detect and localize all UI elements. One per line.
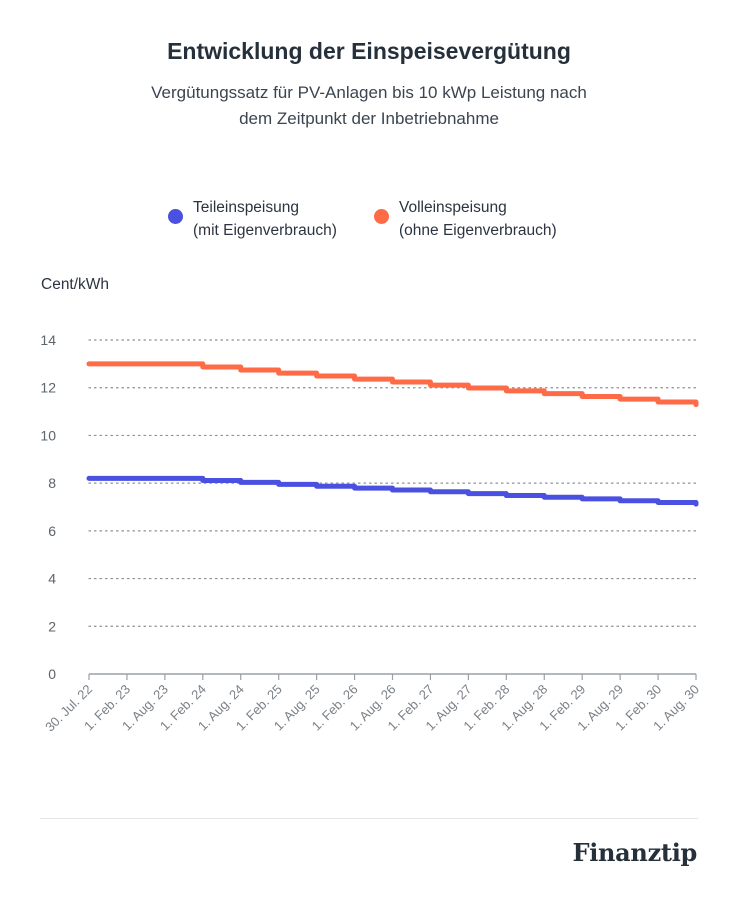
data-point (352, 485, 357, 491)
data-point (693, 501, 699, 507)
legend-label-line-1: Volleinspeisung (399, 199, 507, 216)
data-point (693, 402, 699, 407)
data-point (162, 361, 168, 367)
data-point (124, 361, 130, 367)
data-point (238, 480, 243, 485)
legend-item-teileinspeisung: Teileinspeisung (mit Eigenverbrauch) (168, 196, 337, 242)
data-point (579, 394, 585, 399)
data-point (238, 367, 243, 373)
data-point (314, 484, 319, 489)
footer-divider (40, 818, 698, 819)
data-point (655, 399, 661, 405)
data-point (162, 476, 168, 481)
chart-subtitle: Vergütungssatz für PV-Anlagen bis 10 kWp… (100, 80, 638, 132)
data-point (504, 493, 509, 498)
data-point (466, 385, 471, 391)
legend-label-line-2: (ohne Eigenverbrauch) (399, 222, 557, 239)
subtitle-line-2: dem Zeitpunkt der Inbetriebnahme (239, 109, 499, 128)
data-point (542, 391, 547, 396)
data-point (352, 376, 357, 382)
data-point (542, 495, 547, 500)
data-point (466, 491, 471, 496)
data-point (86, 361, 92, 367)
data-point (617, 396, 623, 402)
legend-item-volleinspeisung: Volleinspeisung (ohne Eigenverbrauch) (374, 196, 557, 242)
y-tick-label: 2 (48, 618, 56, 634)
y-tick-label: 0 (48, 666, 56, 682)
legend-label-line-2: (mit Eigenverbrauch) (193, 222, 337, 239)
data-point (276, 370, 281, 376)
legend-label: Volleinspeisung (ohne Eigenverbrauch) (399, 196, 557, 242)
y-tick-label: 12 (40, 380, 56, 396)
data-point (276, 482, 281, 487)
legend-dot-orange (374, 209, 389, 224)
data-point (314, 373, 319, 379)
data-point (579, 496, 585, 502)
data-point (617, 498, 623, 503)
data-point (124, 476, 130, 481)
data-point (390, 379, 395, 385)
series-line-volleinspeisung (86, 361, 699, 408)
data-point (200, 478, 206, 483)
y-tick-label: 10 (40, 427, 56, 443)
data-point (655, 500, 661, 505)
legend-label-line-1: Teileinspeisung (193, 199, 299, 216)
data-point (390, 487, 395, 493)
y-tick-label: 8 (48, 475, 56, 491)
subtitle-line-1: Vergütungssatz für PV-Anlagen bis 10 kWp… (151, 83, 587, 102)
y-tick-label: 6 (48, 523, 56, 539)
data-point (86, 476, 92, 481)
data-point (504, 388, 509, 394)
y-axis-label: Cent/kWh (41, 276, 110, 293)
data-point (200, 364, 206, 370)
data-point (428, 489, 433, 494)
legend-label: Teileinspeisung (mit Eigenverbrauch) (193, 196, 337, 242)
legend-dot-blue (168, 209, 183, 224)
y-tick-label: 4 (48, 571, 56, 587)
chart-title: Entwicklung der Einspeisevergütung (167, 38, 571, 64)
y-tick-label: 14 (40, 332, 56, 348)
brand-logo: Finanztip (572, 838, 697, 867)
data-point (428, 382, 433, 388)
